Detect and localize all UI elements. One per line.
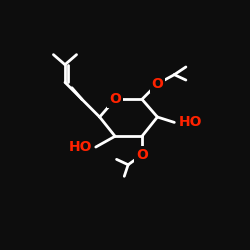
Text: O: O: [136, 148, 148, 162]
Text: O: O: [109, 92, 121, 106]
Text: O: O: [152, 77, 163, 91]
Text: HO: HO: [69, 140, 93, 154]
Text: HO: HO: [179, 116, 203, 130]
